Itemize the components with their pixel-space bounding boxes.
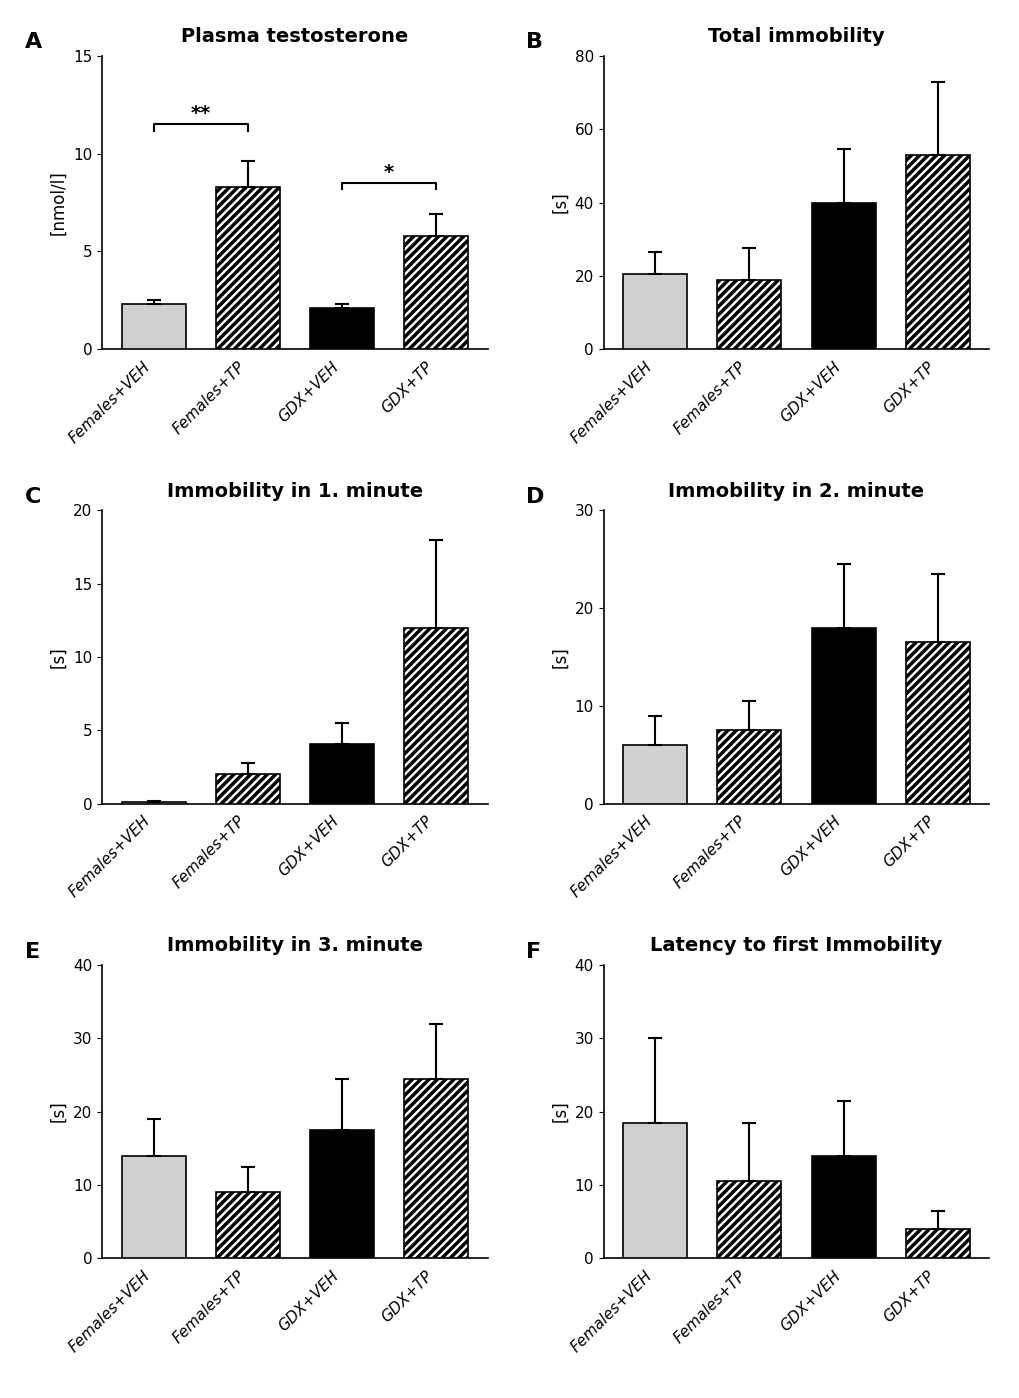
Bar (404, 628, 468, 804)
Bar (811, 628, 874, 804)
Title: Immobility in 3. minute: Immobility in 3. minute (167, 937, 423, 955)
Bar (121, 802, 185, 804)
Bar (404, 1079, 468, 1258)
Bar (811, 203, 874, 350)
Title: Latency to first Immobility: Latency to first Immobility (650, 937, 942, 955)
Bar (404, 236, 468, 350)
Bar (216, 187, 279, 350)
Bar (623, 1123, 687, 1258)
Text: **: ** (191, 103, 211, 123)
Text: *: * (383, 162, 393, 182)
Text: E: E (24, 941, 40, 962)
Bar (216, 1192, 279, 1258)
Bar (623, 745, 687, 804)
Bar (310, 308, 374, 350)
Bar (121, 1156, 185, 1258)
Y-axis label: [s]: [s] (550, 1100, 569, 1123)
Text: D: D (526, 487, 544, 507)
Y-axis label: [nmol/l]: [nmol/l] (50, 171, 67, 235)
Text: A: A (24, 32, 42, 53)
Bar (716, 280, 781, 350)
Bar (623, 274, 687, 350)
Text: F: F (526, 941, 541, 962)
Y-axis label: [s]: [s] (550, 646, 569, 668)
Bar (905, 643, 969, 804)
Y-axis label: [s]: [s] (50, 646, 67, 668)
Bar (811, 1156, 874, 1258)
Bar (216, 774, 279, 804)
Title: Plasma testosterone: Plasma testosterone (181, 27, 409, 46)
Bar (716, 1181, 781, 1258)
Bar (716, 730, 781, 804)
Bar (905, 155, 969, 350)
Bar (310, 1130, 374, 1258)
Bar (310, 744, 374, 804)
Title: Immobility in 1. minute: Immobility in 1. minute (167, 481, 423, 500)
Y-axis label: [s]: [s] (49, 1100, 67, 1123)
Text: B: B (526, 32, 543, 53)
Title: Total immobility: Total immobility (707, 27, 883, 46)
Bar (905, 1229, 969, 1258)
Title: Immobility in 2. minute: Immobility in 2. minute (667, 481, 923, 500)
Y-axis label: [s]: [s] (550, 192, 569, 214)
Text: C: C (24, 487, 41, 507)
Bar (121, 305, 185, 350)
